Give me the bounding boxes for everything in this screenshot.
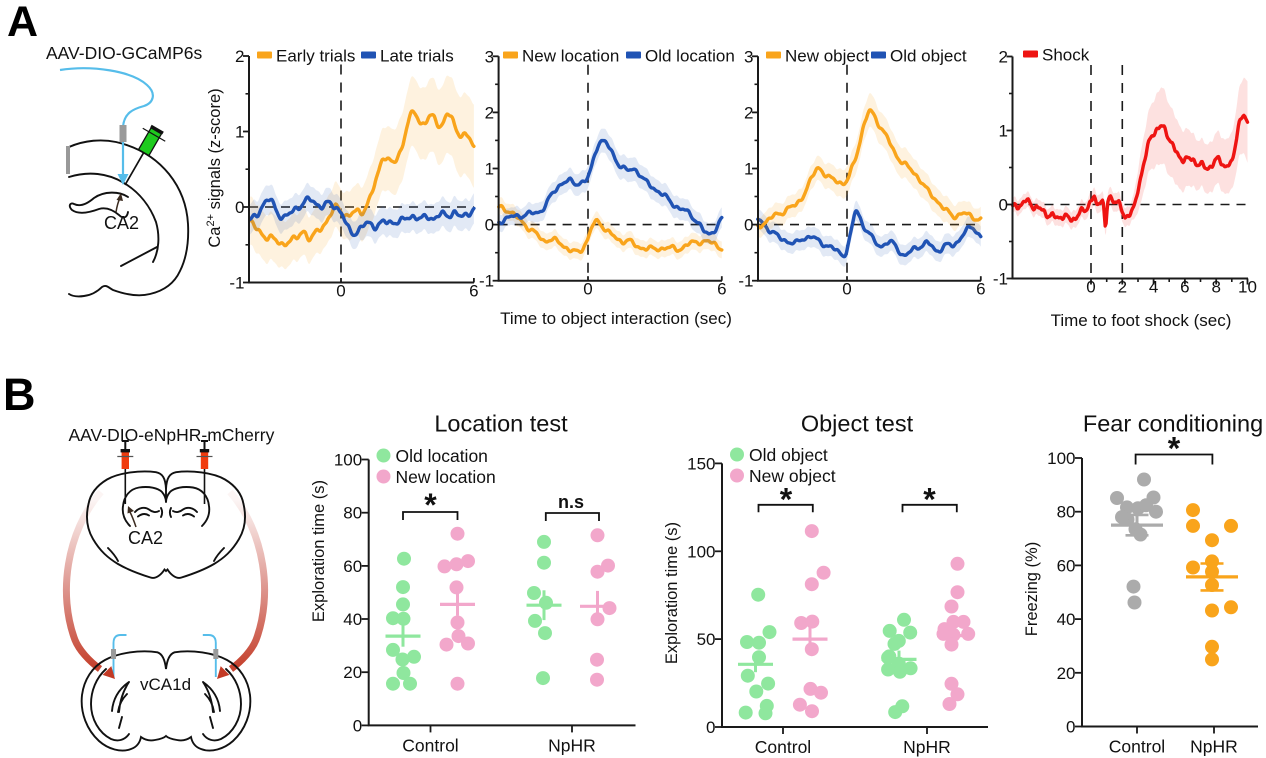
- svg-text:*: *: [780, 482, 793, 518]
- svg-text:NpHR: NpHR: [1190, 737, 1238, 757]
- svg-text:2: 2: [999, 48, 1008, 67]
- svg-text:20: 20: [1057, 664, 1076, 683]
- svg-text:80: 80: [343, 504, 362, 523]
- svg-text:*: *: [1168, 431, 1181, 467]
- svg-text:6: 6: [976, 280, 985, 299]
- svg-text:60: 60: [343, 557, 362, 576]
- svg-text:0: 0: [706, 718, 715, 737]
- svg-text:60: 60: [1057, 556, 1076, 575]
- svg-text:-1: -1: [479, 272, 494, 291]
- svg-text:3: 3: [744, 47, 753, 66]
- svg-text:NpHR: NpHR: [548, 735, 596, 755]
- svg-text:0: 0: [583, 280, 592, 299]
- svg-text:Time to object interaction (se: Time to object interaction (sec): [500, 309, 732, 328]
- svg-text:Old object: Old object: [890, 47, 967, 66]
- svg-text:Old location: Old location: [645, 47, 735, 66]
- svg-text:8: 8: [1211, 278, 1220, 297]
- svg-text:2: 2: [235, 47, 244, 66]
- svg-text:AAV-DIO-GCaMP6s: AAV-DIO-GCaMP6s: [46, 43, 202, 63]
- svg-text:Ca2+ signals (z-score): Ca2+ signals (z-score): [205, 88, 224, 247]
- svg-text:Control: Control: [755, 737, 811, 757]
- svg-text:Object test: Object test: [801, 411, 914, 437]
- svg-text:Control: Control: [1109, 737, 1165, 757]
- svg-text:1: 1: [744, 160, 753, 179]
- svg-text:0: 0: [1086, 278, 1095, 297]
- svg-text:vCA1d: vCA1d: [140, 675, 191, 694]
- svg-text:Shock: Shock: [1042, 46, 1090, 65]
- svg-text:100: 100: [687, 542, 715, 561]
- svg-text:AAV-DIO-eNpHR-mCherry: AAV-DIO-eNpHR-mCherry: [69, 425, 275, 445]
- svg-text:Early trials: Early trials: [276, 47, 355, 66]
- svg-text:n.s: n.s: [558, 492, 584, 512]
- svg-text:Fear conditioning: Fear conditioning: [1083, 411, 1263, 437]
- svg-text:0: 0: [999, 196, 1008, 215]
- svg-text:Old object: Old object: [749, 445, 828, 465]
- svg-text:A: A: [7, 0, 38, 46]
- svg-text:New location: New location: [522, 47, 619, 66]
- svg-text:NpHR: NpHR: [903, 737, 951, 757]
- svg-text:10: 10: [1238, 278, 1257, 297]
- svg-text:0: 0: [336, 282, 345, 301]
- svg-text:B: B: [3, 369, 36, 420]
- svg-text:6: 6: [469, 282, 478, 301]
- svg-text:2: 2: [1118, 278, 1127, 297]
- svg-text:New object: New object: [785, 47, 869, 66]
- svg-text:CA2: CA2: [128, 528, 163, 548]
- svg-text:20: 20: [343, 663, 362, 682]
- svg-text:Time to foot shock (sec): Time to foot shock (sec): [1051, 311, 1232, 330]
- svg-text:2: 2: [485, 103, 494, 122]
- svg-text:Exploration time (s): Exploration time (s): [663, 522, 681, 664]
- svg-text:40: 40: [343, 610, 362, 629]
- svg-text:Control: Control: [402, 735, 458, 755]
- svg-text:3: 3: [485, 47, 494, 66]
- svg-text:*: *: [424, 487, 437, 523]
- svg-text:1: 1: [999, 122, 1008, 141]
- svg-text:CA2: CA2: [104, 213, 139, 233]
- svg-text:1: 1: [485, 160, 494, 179]
- svg-text:Exploration time (s): Exploration time (s): [310, 480, 328, 622]
- svg-text:0: 0: [842, 280, 851, 299]
- svg-text:2: 2: [744, 103, 753, 122]
- svg-text:100: 100: [1047, 449, 1075, 468]
- svg-text:40: 40: [1057, 610, 1076, 629]
- svg-text:50: 50: [697, 630, 716, 649]
- svg-text:-1: -1: [993, 270, 1008, 289]
- svg-text:0: 0: [485, 216, 494, 235]
- svg-text:6: 6: [717, 280, 726, 299]
- svg-text:80: 80: [1057, 503, 1076, 522]
- svg-text:100: 100: [334, 451, 362, 470]
- svg-text:150: 150: [687, 454, 715, 473]
- svg-text:6: 6: [1180, 278, 1189, 297]
- svg-text:Location test: Location test: [434, 411, 568, 437]
- svg-text:4: 4: [1149, 278, 1158, 297]
- svg-text:1: 1: [235, 123, 244, 142]
- svg-text:Freezing (%): Freezing (%): [1023, 542, 1041, 636]
- svg-text:0: 0: [1066, 718, 1075, 737]
- svg-text:Late trials: Late trials: [380, 47, 454, 66]
- svg-text:0: 0: [235, 198, 244, 217]
- svg-text:New location: New location: [396, 467, 496, 487]
- svg-text:0: 0: [353, 716, 362, 735]
- svg-text:Old location: Old location: [396, 446, 488, 466]
- svg-text:-1: -1: [738, 272, 753, 291]
- svg-text:*: *: [923, 482, 936, 518]
- svg-text:0: 0: [744, 216, 753, 235]
- svg-text:New object: New object: [749, 466, 836, 486]
- svg-text:-1: -1: [229, 274, 244, 293]
